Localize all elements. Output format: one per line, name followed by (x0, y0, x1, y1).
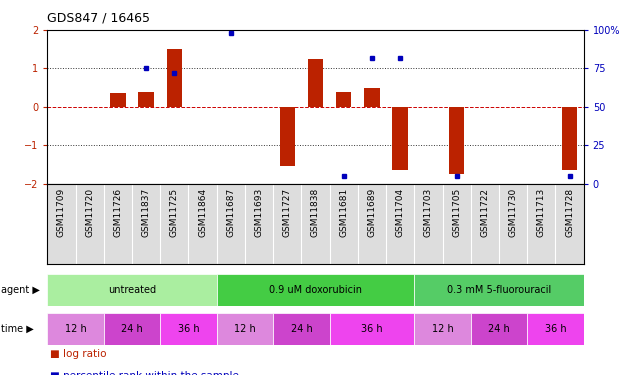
Bar (47, 274, 216, 306)
Text: 12 h: 12 h (65, 324, 86, 334)
Text: 0.9 uM doxorubicin: 0.9 uM doxorubicin (269, 285, 362, 295)
Text: 12 h: 12 h (432, 324, 454, 334)
Text: time ▶: time ▶ (1, 324, 34, 334)
Bar (273, 313, 329, 345)
Text: agent ▶: agent ▶ (1, 285, 40, 295)
Bar (160, 313, 216, 345)
Text: GDS847 / 16465: GDS847 / 16465 (47, 11, 150, 24)
Text: GSM11864: GSM11864 (198, 188, 207, 237)
Bar (528, 313, 584, 345)
Bar (562, 107, 577, 170)
Bar (415, 274, 584, 306)
Text: GSM11687: GSM11687 (227, 188, 235, 237)
Bar (216, 274, 415, 306)
Text: ■ percentile rank within the sample: ■ percentile rank within the sample (50, 371, 239, 375)
Bar (167, 49, 182, 107)
Bar (449, 107, 464, 174)
Bar (392, 107, 408, 170)
Text: 24 h: 24 h (488, 324, 510, 334)
Text: 12 h: 12 h (234, 324, 256, 334)
Text: GSM11726: GSM11726 (114, 188, 122, 237)
Bar (216, 313, 273, 345)
Text: GSM11703: GSM11703 (424, 188, 433, 237)
Bar (47, 313, 103, 345)
Text: 24 h: 24 h (121, 324, 143, 334)
Bar (336, 92, 351, 107)
Text: GSM11713: GSM11713 (537, 188, 546, 237)
Text: GSM11705: GSM11705 (452, 188, 461, 237)
Text: GSM11837: GSM11837 (141, 188, 151, 237)
Text: GSM11709: GSM11709 (57, 188, 66, 237)
Bar (280, 107, 295, 166)
Text: GSM11693: GSM11693 (254, 188, 264, 237)
Bar (415, 313, 471, 345)
Text: GSM11722: GSM11722 (480, 188, 490, 237)
Text: GSM11689: GSM11689 (367, 188, 377, 237)
Text: GSM11838: GSM11838 (311, 188, 320, 237)
Bar (364, 88, 380, 107)
Text: 0.3 mM 5-fluorouracil: 0.3 mM 5-fluorouracil (447, 285, 551, 295)
Text: GSM11728: GSM11728 (565, 188, 574, 237)
Text: GSM11720: GSM11720 (85, 188, 94, 237)
Text: GSM11725: GSM11725 (170, 188, 179, 237)
Text: 24 h: 24 h (290, 324, 312, 334)
Bar (138, 92, 154, 107)
Text: ■ log ratio: ■ log ratio (50, 349, 107, 359)
Text: GSM11727: GSM11727 (283, 188, 292, 237)
Bar (471, 313, 528, 345)
Text: untreated: untreated (108, 285, 156, 295)
Bar (308, 59, 323, 107)
Text: 36 h: 36 h (178, 324, 199, 334)
Bar (103, 313, 160, 345)
Bar (110, 93, 126, 107)
Text: GSM11730: GSM11730 (509, 188, 517, 237)
Text: 36 h: 36 h (361, 324, 383, 334)
Text: GSM11704: GSM11704 (396, 188, 404, 237)
Text: 36 h: 36 h (545, 324, 566, 334)
Text: GSM11681: GSM11681 (339, 188, 348, 237)
Bar (329, 313, 415, 345)
